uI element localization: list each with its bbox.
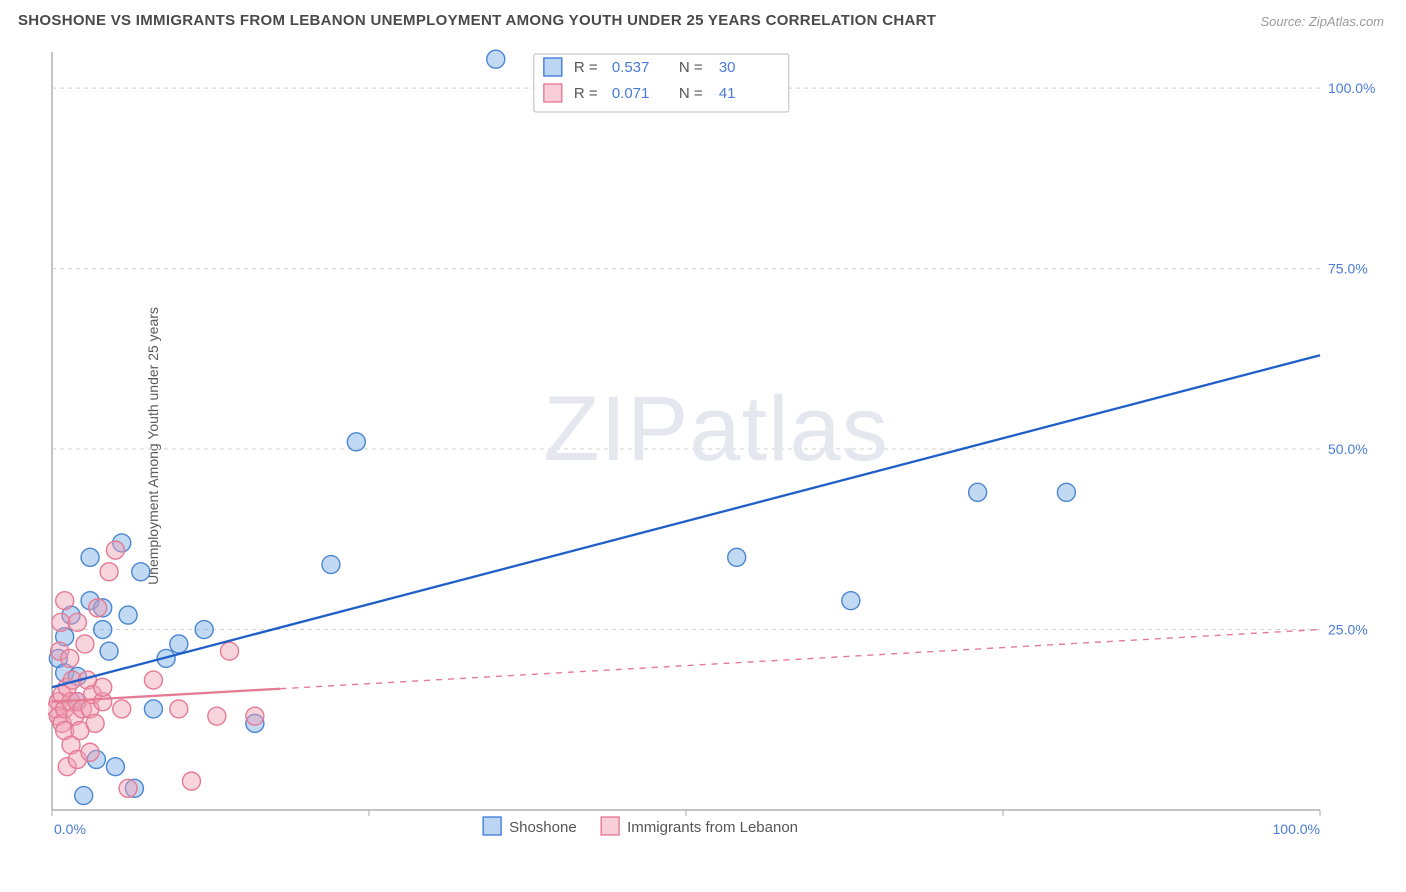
point-lebanon [89, 599, 107, 617]
point-lebanon [86, 714, 104, 732]
legend-n-value: 41 [719, 85, 736, 102]
point-shoshone [322, 556, 340, 574]
point-lebanon [76, 635, 94, 653]
point-shoshone [94, 621, 112, 639]
x-tick-label-left: 0.0% [54, 821, 86, 837]
point-lebanon [68, 613, 86, 631]
point-lebanon [208, 707, 226, 725]
trendline-lebanon-extrapolated [280, 630, 1320, 689]
point-lebanon [113, 700, 131, 718]
point-lebanon [106, 541, 124, 559]
y-tick-label: 50.0% [1328, 441, 1368, 457]
legend-n-label: N = [679, 85, 703, 102]
point-lebanon [170, 700, 188, 718]
y-tick-label: 75.0% [1328, 261, 1368, 277]
point-shoshone [100, 642, 118, 660]
point-lebanon [81, 743, 99, 761]
point-lebanon [56, 592, 74, 610]
point-lebanon [61, 649, 79, 667]
point-lebanon [119, 779, 137, 797]
y-tick-label: 100.0% [1328, 80, 1375, 96]
watermark: ZIPatlas [543, 378, 888, 480]
point-lebanon [100, 563, 118, 581]
source-attribution: Source: ZipAtlas.com [1260, 14, 1384, 29]
point-shoshone [119, 606, 137, 624]
point-shoshone [144, 700, 162, 718]
point-lebanon [52, 613, 70, 631]
point-shoshone [75, 787, 93, 805]
chart-area: 25.0% 50.0% 75.0% 100.0% 0.0% 100.0% ZIPatlas R… [48, 44, 1384, 844]
point-shoshone [347, 433, 365, 451]
series-label-shoshone: Shoshone [509, 819, 577, 836]
series-swatch-shoshone [483, 817, 501, 835]
point-shoshone [487, 50, 505, 68]
point-shoshone [170, 635, 188, 653]
point-shoshone [842, 592, 860, 610]
legend-r-label: R = [574, 59, 598, 76]
point-lebanon [94, 678, 112, 696]
series-swatch-lebanon [601, 817, 619, 835]
point-shoshone [728, 548, 746, 566]
legend-r-value: 0.537 [612, 59, 650, 76]
point-lebanon [144, 671, 162, 689]
y-tick-label: 25.0% [1328, 622, 1368, 638]
point-lebanon [221, 642, 239, 660]
correlation-legend [534, 54, 789, 112]
point-shoshone [969, 483, 987, 501]
point-lebanon [246, 707, 264, 725]
point-lebanon [182, 772, 200, 790]
point-shoshone [195, 621, 213, 639]
legend-r-value: 0.071 [612, 85, 650, 102]
point-shoshone [132, 563, 150, 581]
legend-r-label: R = [574, 85, 598, 102]
legend-n-value: 30 [719, 59, 736, 76]
point-shoshone [106, 758, 124, 776]
point-shoshone [81, 548, 99, 566]
series-label-lebanon: Immigrants from Lebanon [627, 819, 798, 836]
chart-title: SHOSHONE VS IMMIGRANTS FROM LEBANON UNEM… [18, 12, 936, 29]
legend-swatch-shoshone [544, 58, 562, 76]
chart-svg: 25.0% 50.0% 75.0% 100.0% 0.0% 100.0% ZIPatlas R… [48, 44, 1384, 844]
legend-swatch-lebanon [544, 84, 562, 102]
point-shoshone [1057, 483, 1075, 501]
legend-n-label: N = [679, 59, 703, 76]
x-tick-label-right: 100.0% [1273, 821, 1320, 837]
